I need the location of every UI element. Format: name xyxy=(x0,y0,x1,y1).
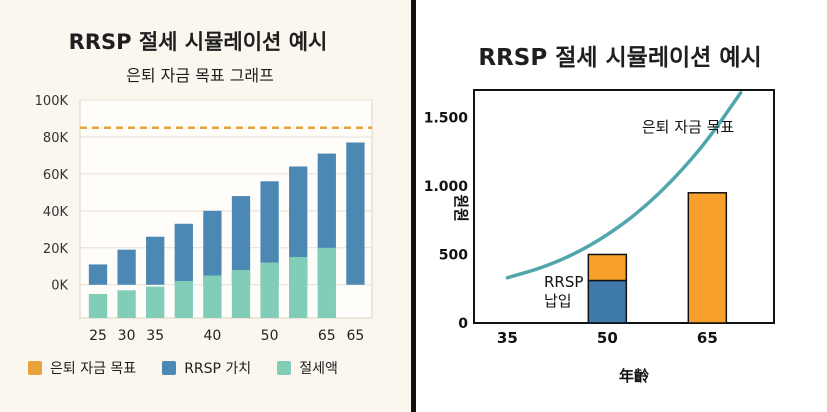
left-chart-svg: 0K 20K 40K 60K 80K 100K 25 30 35 40 50 65 65 xyxy=(35,94,373,344)
tax-bar xyxy=(146,286,165,318)
y-tick-label: 0K xyxy=(51,279,68,294)
x-tick-label: 35 xyxy=(497,329,518,347)
y-axis-label: 원원 xyxy=(452,194,470,222)
tax-bar xyxy=(317,247,336,318)
tax-bar xyxy=(203,275,222,318)
rrsp-bar xyxy=(88,264,108,285)
rrsp-bar xyxy=(346,142,365,285)
tax-bar xyxy=(174,281,193,318)
right-chart-title: RRSP 절세 시뮬레이션 예시 xyxy=(478,45,762,71)
legend-swatch-target xyxy=(28,361,42,375)
bar-label-line2: 납입 xyxy=(544,292,572,310)
tax-bar xyxy=(260,262,279,318)
legend-swatch-rrsp xyxy=(162,361,177,375)
rrsp-bar xyxy=(231,196,251,285)
rrsp-contribution-bar xyxy=(587,279,628,324)
x-tick-label: 65 xyxy=(318,328,336,344)
x-axis-label: 年齡 xyxy=(619,367,649,385)
rrsp-bar xyxy=(203,210,222,285)
legend-item-rrsp: RRSP 가치 xyxy=(162,358,251,378)
y-tick-label: 20K xyxy=(43,242,69,257)
legend-item-target: 은퇴 자금 목표 xyxy=(28,358,136,378)
rrsp-bar xyxy=(289,166,308,285)
tax-bar xyxy=(231,269,251,318)
tax-bar xyxy=(289,257,308,318)
left-chart-panel: RRSP 절세 시뮬레이션 예시 은퇴 자금 목표 그래프 0K 20K 40K 60… xyxy=(0,0,411,412)
rrsp-bar xyxy=(146,236,165,285)
y-tick-label: 40K xyxy=(43,205,69,220)
tax-bar xyxy=(88,293,108,318)
x-tick-label: 65 xyxy=(697,329,718,347)
y-tick-label: 100K xyxy=(35,94,69,109)
rrsp-bar xyxy=(260,181,279,285)
x-tick-label: 50 xyxy=(597,329,618,347)
y-tick-label: 0 xyxy=(458,316,468,332)
y-tick-label: 80K xyxy=(43,131,69,146)
x-tick-label: 40 xyxy=(203,328,221,344)
y-tick-label: 60K xyxy=(43,168,69,183)
left-chart-title: RRSP 절세 시뮬레이션 예시 xyxy=(68,30,328,54)
legend-label-tax: 절세액 xyxy=(299,361,338,377)
legend-item-tax: 절세액 xyxy=(277,358,338,378)
retirement-target-curve xyxy=(505,90,743,280)
legend-label-target: 은퇴 자금 목표 xyxy=(50,361,137,377)
target-contribution-bar xyxy=(587,253,628,282)
x-tick-label: 35 xyxy=(146,328,164,344)
tax-bar xyxy=(117,290,136,318)
legend-swatch-tax xyxy=(277,361,292,375)
y-tick-label: 500 xyxy=(439,247,468,263)
bar-label-line1: RRSP xyxy=(544,273,583,291)
x-tick-label: 30 xyxy=(118,328,136,344)
left-legend: 은퇴 자금 목표 RRSP 가치 절세액 xyxy=(28,358,338,378)
rrsp-bar xyxy=(117,249,136,285)
panel-divider xyxy=(411,0,416,412)
curve-label: 은퇴 자금 목표 xyxy=(642,118,735,136)
legend-label-rrsp: RRSP 가치 xyxy=(184,361,252,377)
rrsp-bar xyxy=(174,223,193,285)
x-tick-label: 50 xyxy=(261,328,279,344)
right-chart-panel: RRSP 절세 시뮬레이션 예시 0 500 1.000 1.500 원원 은퇴 자금 목… xyxy=(416,0,827,412)
y-tick-label: 1.000 xyxy=(424,179,469,195)
x-tick-label: 25 xyxy=(89,328,107,344)
left-chart-subtitle: 은퇴 자금 목표 그래프 xyxy=(126,66,274,85)
target-contribution-bar xyxy=(687,192,728,324)
y-tick-label: 1.500 xyxy=(424,110,469,126)
x-tick-label: 65 xyxy=(346,328,364,344)
